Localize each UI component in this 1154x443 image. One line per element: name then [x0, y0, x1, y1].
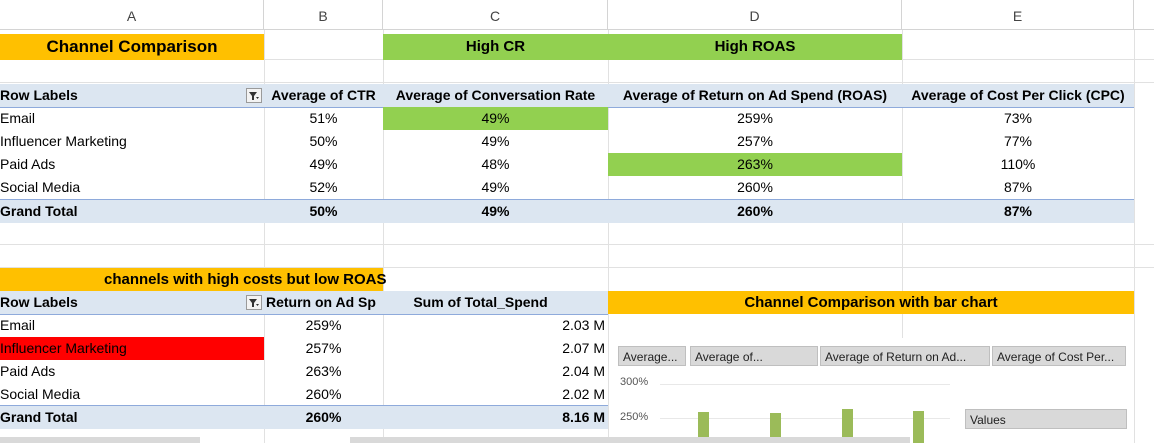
pivot1-row-label[interactable]: Influencer Marketing [0, 133, 127, 149]
pivot-bar-chart[interactable]: Average... Average of... Average of Retu… [610, 338, 1134, 443]
column-header-e[interactable]: E [902, 0, 1134, 30]
pivot1-row-label[interactable]: Social Media [0, 179, 81, 195]
gridline [0, 267, 1154, 268]
gridline [383, 30, 384, 443]
chart-field-button[interactable]: Average of Cost Per... [992, 346, 1126, 366]
section2-title-band [0, 268, 383, 291]
pivot1-roas-cell-highlight[interactable]: 263% [608, 153, 902, 176]
pivot1-cr-cell-highlight[interactable]: 49% [383, 107, 608, 130]
pivot2-spend-cell[interactable]: 2.03 M [562, 317, 605, 333]
pivot2-row-label-highlight[interactable]: Influencer Marketing [0, 337, 264, 360]
pivot2-grand-total-label[interactable]: Grand Total [0, 409, 78, 425]
sheet-title[interactable]: Channel Comparison [0, 34, 264, 60]
pivot2-roas-cell[interactable]: 263% [305, 363, 342, 379]
chart-bar-paid-ads[interactable] [842, 409, 853, 443]
column-header-row: A B C D E [0, 0, 1154, 30]
gridline [608, 30, 609, 443]
pivot2-row-label[interactable]: Email [0, 317, 36, 333]
pivot1-total-band [0, 200, 1134, 223]
pivot1-row-label[interactable]: Email [0, 110, 36, 126]
chart-field-button[interactable]: Average of Return on Ad... [820, 346, 990, 366]
chart-gridline [660, 384, 950, 385]
y-axis-tick: 250% [620, 411, 649, 423]
pivot2-spend-cell[interactable]: 2.02 M [562, 386, 605, 402]
pivot2-total-band [0, 406, 608, 429]
pivot1-cr-cell[interactable]: 48% [481, 156, 510, 172]
chart-bar-social-media[interactable] [913, 411, 924, 443]
gridline [0, 82, 1154, 83]
pivot1-cpc-cell[interactable]: 110% [1000, 156, 1036, 172]
pivot2-row-label[interactable]: Paid Ads [0, 363, 56, 379]
column-header-b[interactable]: B [264, 0, 383, 30]
gridline [0, 244, 1154, 245]
filter-dropdown-button[interactable] [246, 295, 262, 310]
pivot2-row-label[interactable]: Social Media [0, 386, 81, 402]
chart-legend-values[interactable]: Values [965, 409, 1127, 429]
pivot1-total-border [0, 199, 1134, 200]
column-header-c[interactable]: C [383, 0, 608, 30]
pivot2-roas-cell[interactable]: 260% [305, 386, 342, 402]
pivot2-roas-header[interactable]: Return on Ad Sp [266, 294, 376, 310]
pivot1-total-ctr[interactable]: 50% [309, 203, 338, 219]
filter-icon [249, 92, 259, 100]
pivot1-roas-cell[interactable]: 257% [737, 133, 773, 149]
pivot2-row-labels-header[interactable]: Row Labels [0, 294, 78, 310]
pivot1-header-band [0, 84, 1134, 107]
section2-title[interactable]: channels with high costs but low ROAS [104, 271, 387, 288]
gridline [1134, 30, 1135, 443]
filter-icon [249, 299, 259, 307]
high-roas-label[interactable]: High ROAS [608, 34, 902, 60]
pivot1-total-roas[interactable]: 260% [737, 203, 773, 219]
pivot1-total-cr[interactable]: 49% [481, 203, 510, 219]
pivot2-header-band [0, 291, 608, 314]
pivot1-cr-header[interactable]: Average of Conversation Rate [395, 87, 596, 103]
pivot2-total-border [0, 405, 608, 406]
pivot1-cpc-header[interactable]: Average of Cost Per Click (CPC) [911, 87, 1125, 103]
pivot2-roas-cell[interactable]: 257% [305, 340, 342, 356]
chart-bar-influencer[interactable] [770, 413, 781, 443]
chart-field-button[interactable]: Average of... [690, 346, 818, 366]
y-axis-tick: 300% [620, 376, 649, 388]
chart-gridline [660, 418, 950, 419]
chart-title[interactable]: Channel Comparison with bar chart [608, 291, 1134, 314]
pivot2-header-border [0, 314, 608, 315]
pivot2-total-roas[interactable]: 260% [305, 409, 342, 425]
pivot1-cpc-cell[interactable]: 77% [1003, 133, 1033, 149]
pivot1-ctr-header[interactable]: Average of CTR [271, 87, 376, 103]
pivot1-ctr-cell[interactable]: 51% [309, 110, 338, 126]
pivot1-ctr-cell[interactable]: 50% [309, 133, 338, 149]
pivot1-ctr-cell[interactable]: 49% [309, 156, 338, 172]
pivot1-cpc-cell[interactable]: 87% [1003, 179, 1033, 195]
pivot1-roas-cell[interactable]: 260% [737, 179, 773, 195]
pivot1-row-labels-header[interactable]: Row Labels [0, 87, 78, 103]
column-header-d[interactable]: D [608, 0, 902, 30]
pivot2-roas-cell[interactable]: 259% [305, 317, 342, 333]
gridline [264, 30, 265, 443]
chart-bar-email[interactable] [698, 412, 709, 443]
pivot2-spend-cell[interactable]: 2.07 M [562, 340, 605, 356]
pivot1-cr-cell[interactable]: 49% [481, 133, 510, 149]
filter-dropdown-button[interactable] [246, 88, 262, 103]
chart-field-button[interactable]: Average... [618, 346, 686, 366]
pivot1-cpc-cell[interactable]: 73% [1003, 110, 1033, 126]
pivot1-grand-total-label[interactable]: Grand Total [0, 203, 78, 219]
high-cr-label[interactable]: High CR [383, 34, 608, 60]
pivot1-roas-header[interactable]: Average of Return on Ad Spend (ROAS) [622, 87, 888, 103]
pivot2-spend-header[interactable]: Sum of Total_Spend [413, 294, 548, 310]
horizontal-scrollbar-track[interactable] [350, 437, 910, 443]
gridline [902, 30, 903, 443]
horizontal-scrollbar[interactable] [0, 437, 200, 443]
pivot1-cr-cell[interactable]: 49% [481, 179, 510, 195]
pivot1-ctr-cell[interactable]: 52% [309, 179, 338, 195]
pivot1-total-cpc[interactable]: 87% [1003, 203, 1033, 219]
pivot1-roas-cell[interactable]: 259% [737, 110, 773, 126]
pivot2-spend-cell[interactable]: 2.04 M [562, 363, 605, 379]
column-header-a[interactable]: A [0, 0, 264, 30]
pivot2-total-spend[interactable]: 8.16 M [562, 409, 605, 425]
pivot1-row-label[interactable]: Paid Ads [0, 156, 56, 172]
